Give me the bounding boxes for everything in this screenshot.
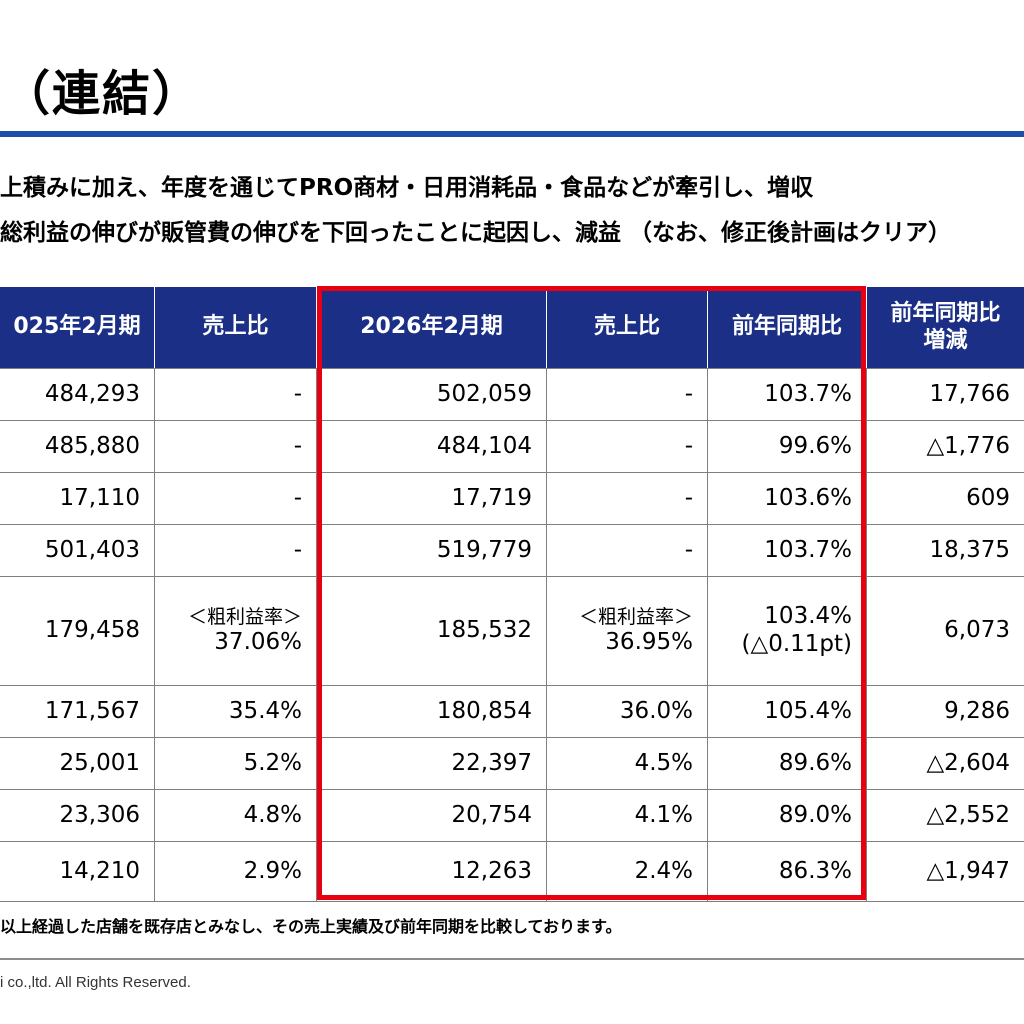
- table-cell: ＜粗利益率＞ 36.95%: [547, 577, 707, 685]
- gross-margin-label: ＜粗利益率＞: [187, 605, 302, 628]
- table-cell: 179,458: [44, 617, 140, 644]
- table-cell: 17,766: [929, 380, 1010, 407]
- table-cell: 86.3%: [778, 857, 852, 884]
- row-divider: [0, 368, 1024, 369]
- yoy-pt-change: (△0.11pt): [741, 631, 852, 657]
- column-divider: [707, 368, 708, 902]
- row-divider: [0, 789, 1024, 790]
- table-cell: 12,263: [451, 857, 532, 884]
- header-ratio-cur-label: 売上比: [593, 314, 660, 340]
- table-cell: 89.6%: [778, 749, 852, 776]
- gross-margin-label: ＜粗利益率＞: [578, 605, 693, 628]
- table-cell: 103.4% (△0.11pt): [708, 577, 866, 685]
- table-cell: 23,306: [59, 801, 140, 828]
- table-cell: 22,397: [451, 749, 532, 776]
- table-cell: 6,073: [944, 617, 1010, 644]
- table-cell: 4.8%: [243, 801, 302, 828]
- table-cell: 4.1%: [634, 801, 693, 828]
- header-ratio-cur: 売上比: [547, 287, 707, 368]
- table-cell: 9,286: [944, 697, 1010, 724]
- table-cell: 485,880: [44, 432, 140, 459]
- header-fy2025: 025年2月期: [0, 287, 154, 368]
- table-cell: -: [293, 484, 302, 511]
- footer-divider: [0, 958, 1024, 960]
- table-cell: 2.9%: [243, 857, 302, 884]
- gross-margin-value: 37.06%: [214, 628, 302, 655]
- column-divider: [866, 368, 867, 902]
- table-cell: 36.0%: [619, 697, 693, 724]
- table-cell: -: [684, 484, 693, 511]
- title-underline: [0, 131, 1024, 137]
- table-cell: 105.4%: [764, 697, 852, 724]
- table-cell: 609: [966, 484, 1010, 511]
- header-yoy: 前年同期比: [708, 287, 866, 368]
- row-divider: [0, 737, 1024, 738]
- table-cell: 35.4%: [228, 697, 302, 724]
- table-cell: 185,532: [436, 617, 532, 644]
- table-cell: -: [293, 432, 302, 459]
- table-cell: 5.2%: [243, 749, 302, 776]
- table-cell: 171,567: [44, 697, 140, 724]
- table-cell: 14,210: [59, 857, 140, 884]
- table-cell: 2.4%: [634, 857, 693, 884]
- table-cell: 99.6%: [778, 432, 852, 459]
- table-cell: -: [684, 380, 693, 407]
- table-cell: 17,110: [59, 484, 140, 511]
- table-cell: 484,293: [44, 380, 140, 407]
- header-ratio-prev-label: 売上比: [202, 314, 269, 340]
- table-cell: -: [293, 536, 302, 563]
- table-cell: 519,779: [436, 536, 532, 563]
- header-diff-line1: 前年同期比: [890, 300, 1001, 326]
- header-fy2026-label: 2026年2月期: [360, 314, 503, 340]
- table-cell: 502,059: [436, 380, 532, 407]
- gross-margin-value: 36.95%: [605, 628, 693, 655]
- table-cell: △2,604: [926, 749, 1010, 776]
- column-divider: [546, 368, 547, 902]
- row-divider: [0, 685, 1024, 686]
- table-cell: 501,403: [44, 536, 140, 563]
- column-divider: [316, 368, 317, 902]
- table-cell: -: [684, 432, 693, 459]
- table-cell: 18,375: [929, 536, 1010, 563]
- yoy-value: 103.4%: [764, 603, 852, 630]
- header-fy2026: 2026年2月期: [317, 287, 546, 368]
- row-divider: [0, 472, 1024, 473]
- table-cell: 103.7%: [764, 536, 852, 563]
- copyright: i co.,ltd. All Rights Reserved.: [0, 974, 191, 991]
- table-cell: △1,776: [926, 432, 1010, 459]
- row-divider: [0, 524, 1024, 525]
- table-cell: -: [293, 380, 302, 407]
- table-cell: 25,001: [59, 749, 140, 776]
- table-cell: 4.5%: [634, 749, 693, 776]
- table-cell: △1,947: [926, 857, 1010, 884]
- column-divider: [154, 368, 155, 902]
- row-divider: [0, 420, 1024, 421]
- table-cell: ＜粗利益率＞ 37.06%: [155, 577, 316, 685]
- page-title: （連結）: [2, 66, 203, 122]
- row-divider: [0, 841, 1024, 842]
- header-diff-line2: 増減: [923, 327, 968, 353]
- table-cell: 180,854: [436, 697, 532, 724]
- table-cell: 17,719: [451, 484, 532, 511]
- header-fy2025-label: 025年2月期: [13, 314, 141, 340]
- header-yoy-label: 前年同期比: [731, 314, 842, 340]
- table-cell: 89.0%: [778, 801, 852, 828]
- row-divider: [0, 576, 1024, 577]
- header-diff: 前年同期比 増減: [867, 287, 1024, 368]
- row-divider: [0, 901, 1024, 902]
- header-ratio-prev: 売上比: [155, 287, 316, 368]
- results-table: 025年2月期 売上比 2026年2月期 売上比 前年同期比 前年同期比 増減: [0, 287, 1024, 902]
- table-cell: 103.7%: [764, 380, 852, 407]
- footnote: 以上経過した店舗を既存店とみなし、その売上実績及び前年同期を比較しております。: [0, 917, 622, 936]
- table-cell: △2,552: [926, 801, 1010, 828]
- table-cell: 20,754: [451, 801, 532, 828]
- bullet-1: 上積みに加え、年度を通じてPRO商材・日用消耗品・食品などが牽引し、増収: [0, 175, 814, 201]
- bullet-2: 総利益の伸びが販管費の伸びを下回ったことに起因し、減益 （なお、修正後計画はクリ…: [0, 220, 952, 246]
- table-cell: 484,104: [436, 432, 532, 459]
- table-cell: -: [684, 536, 693, 563]
- table-cell: 103.6%: [764, 484, 852, 511]
